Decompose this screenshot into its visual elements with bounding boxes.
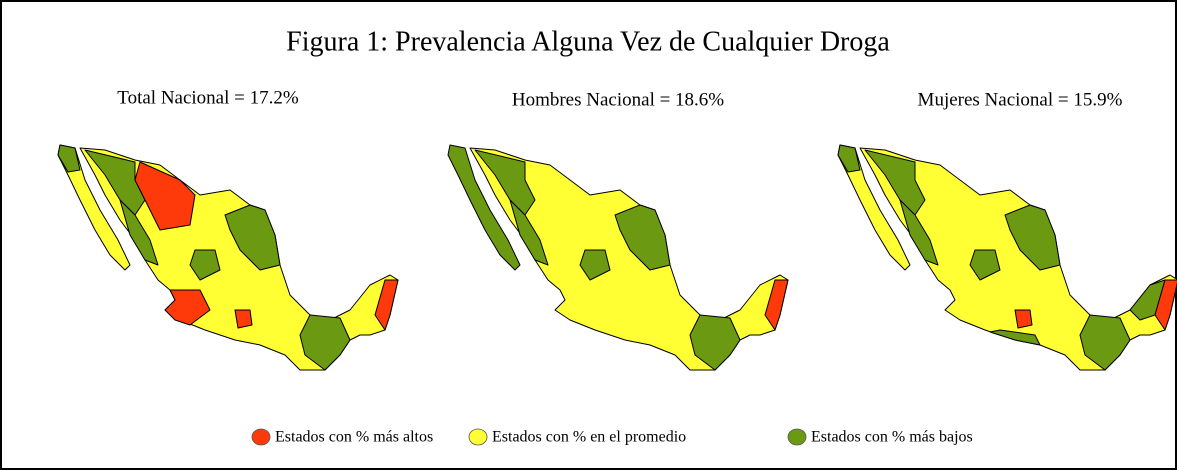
legend-label: Estados con % más altos (275, 429, 433, 446)
panel-label: Hombres Nacional = 18.6% (512, 89, 724, 110)
legend-label: Estados con % en el promedio (492, 429, 686, 446)
panel-label: Total Nacional = 17.2% (117, 87, 299, 108)
map (447, 144, 789, 371)
legend-label: Estados con % más bajos (811, 429, 973, 446)
map (837, 144, 1177, 371)
legend-swatch (468, 428, 488, 446)
region (234, 309, 253, 329)
legend-swatch (251, 428, 271, 446)
legend-swatch (787, 428, 807, 446)
region (1014, 309, 1033, 329)
region (57, 144, 81, 173)
map (57, 144, 399, 371)
region (837, 144, 861, 173)
legend: Estados con % más altos Estados con % en … (251, 428, 973, 446)
panel-label: Mujeres Nacional = 15.9% (918, 89, 1123, 110)
title: Figura 1: Prevalencia Alguna Vez de Cual… (286, 26, 890, 57)
